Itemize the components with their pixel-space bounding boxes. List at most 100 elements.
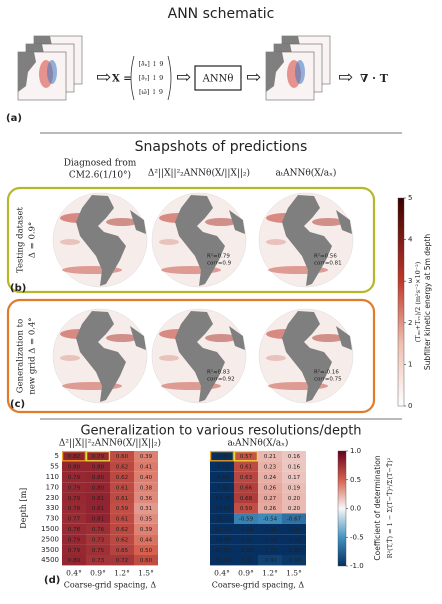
heatmap-cell	[258, 555, 282, 566]
heatmap-cell	[258, 492, 282, 503]
heatmap-cell	[86, 482, 110, 493]
heatmap-cell	[282, 492, 306, 503]
heatmap-cell	[134, 555, 158, 566]
cell-label: 0.17	[288, 475, 301, 481]
heatmap-cell	[258, 482, 282, 493]
heatmap-cell	[234, 523, 258, 535]
heatmap-cell	[282, 555, 306, 566]
cell-label: 0.23	[264, 465, 277, 471]
globes	[52, 192, 354, 404]
cell-label: 0.27	[264, 496, 277, 502]
colorbar-sublabel: (Tᵤᵤ+Tᵥᵥ)/2 (m²s⁻²×10⁻²)	[414, 261, 422, 342]
row-label: Generalization to	[16, 319, 26, 393]
cell-label: 0.81	[92, 506, 104, 512]
cell-label: 0.79	[92, 454, 105, 460]
cell-label: 0.44	[140, 537, 153, 543]
colorbar-tick-label: 1.0	[350, 447, 361, 455]
heatmap-cell	[86, 534, 110, 545]
y-tick-label: 230	[46, 494, 59, 502]
cell-label: 0.80	[68, 465, 81, 471]
output-label: ∇ · T	[360, 72, 389, 85]
heatmap-cell	[86, 544, 110, 555]
stat-corr: corr=0.9	[207, 261, 232, 267]
cell-label: 0.79	[68, 548, 81, 554]
cell-label: 0.81	[92, 496, 104, 502]
arrow: ⇨	[338, 67, 353, 88]
heatmap-cell	[62, 503, 86, 514]
heatmap-cell	[134, 461, 158, 472]
y-tick-label: 4500	[41, 556, 59, 564]
input-symbol: X =	[112, 74, 132, 85]
heatmap-cell	[282, 523, 306, 535]
heatmap-title: Δ²||X||²₂ANNθ(X/||X||₂)	[59, 438, 161, 449]
cell-label: 0.26	[264, 485, 277, 491]
x-axis-label: Coarse-grid spacing, Δ	[212, 580, 305, 589]
colorbar-tick-label: 2	[408, 319, 412, 327]
heatmap-cell	[210, 482, 234, 493]
heatmap-cell	[110, 513, 134, 524]
heatmap-cell	[210, 451, 234, 462]
x-axis-label: Coarse-grid spacing, Δ	[64, 580, 157, 589]
cell-label: -0.96	[287, 558, 302, 564]
heatmap-cell	[210, 555, 234, 566]
cell-label: 0.40	[140, 475, 153, 481]
colorbar-tick-label: 5	[408, 194, 412, 202]
heatmap-cell	[110, 555, 134, 566]
cell-label: -5.04	[215, 454, 230, 460]
heatmap-cell	[134, 471, 158, 483]
cell-label: 0.61	[116, 496, 128, 502]
vector-entry: [∂̄ᵧ] ↕ 9	[139, 74, 164, 82]
highlight	[61, 450, 87, 462]
heatmap-cell	[234, 503, 258, 514]
y-tick-label: 330	[46, 504, 59, 512]
column-header: Δ²||X||²₂ANNθ(X/||X||₂)	[148, 168, 250, 179]
colorbar-tick-label: -0.5	[350, 533, 364, 541]
heatmap-cell	[86, 451, 110, 462]
cell-label: -47.05	[213, 548, 231, 554]
cell-label: -6.66	[215, 475, 230, 481]
heatmap-cell	[86, 523, 110, 535]
cell-label: 0.63	[240, 475, 253, 481]
arrow: ⇨	[246, 67, 261, 88]
colorbar-tick-label: 4	[408, 236, 413, 244]
heatmap-cell	[134, 492, 158, 503]
heatmap-cell	[234, 451, 258, 462]
cell-label: -2.22	[263, 527, 277, 533]
x-tick-label: 1.2°	[114, 568, 130, 577]
cell-label: 0.80	[68, 558, 81, 564]
cell-label: 0.82	[68, 454, 80, 460]
cell-label: 0.77	[68, 517, 81, 523]
row-frame	[6, 298, 376, 414]
cell-label: 0.79	[68, 537, 81, 543]
cell-label: 0.39	[140, 527, 153, 533]
heatmap-cell	[258, 461, 282, 472]
heatmap-cell	[134, 544, 158, 555]
cell-label: 0.24	[264, 475, 277, 481]
heatmap-cell	[282, 544, 306, 555]
y-tick-label: 5	[55, 452, 59, 460]
heatmap-cell	[234, 461, 258, 472]
row-frame	[6, 186, 376, 294]
cell-label: 0.80	[92, 485, 105, 491]
stat-corr: corr=0.92	[207, 377, 235, 383]
heatmap-title: aₜANNθ(X/aₓ)	[228, 438, 289, 449]
cell-label: 0.79	[68, 475, 81, 481]
cell-label: 0.73	[92, 558, 105, 564]
stat-r2: R²=0.56	[314, 253, 337, 260]
heatmap-cell	[282, 503, 306, 514]
cell-label: -0.59	[239, 517, 254, 523]
cell-label: -0.67	[287, 517, 302, 523]
cell-label: 0.66	[240, 485, 253, 491]
heatmap-cell	[210, 461, 234, 472]
cell-label: 0.62	[116, 527, 128, 533]
cell-label: 0.59	[240, 506, 253, 512]
panel-title: ANN schematic	[168, 6, 275, 22]
heatmap-cell	[234, 482, 258, 493]
heatmap-cell	[258, 451, 282, 462]
cell-label: 0.16	[288, 454, 301, 460]
column-header: Diagnosed from	[64, 159, 137, 169]
y-tick-label: 170	[46, 483, 59, 491]
cell-label: 0.79	[68, 496, 81, 502]
model-box	[194, 65, 242, 91]
colorbar-tick-label: 0	[408, 402, 412, 410]
